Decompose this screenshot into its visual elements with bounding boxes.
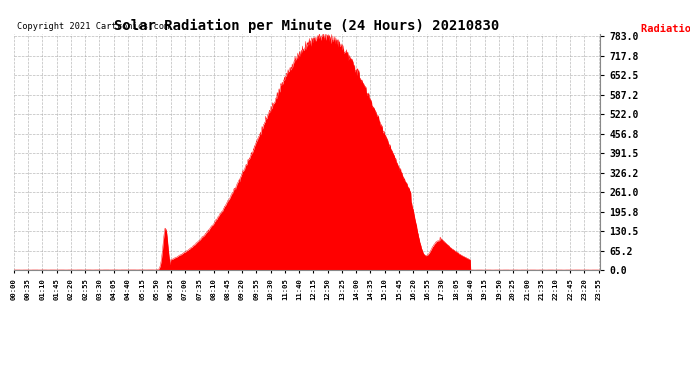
Text: Copyright 2021 Cartronics.com: Copyright 2021 Cartronics.com (17, 22, 169, 32)
Y-axis label: Radiation (W/m2): Radiation (W/m2) (641, 24, 690, 34)
Title: Solar Radiation per Minute (24 Hours) 20210830: Solar Radiation per Minute (24 Hours) 20… (115, 18, 500, 33)
